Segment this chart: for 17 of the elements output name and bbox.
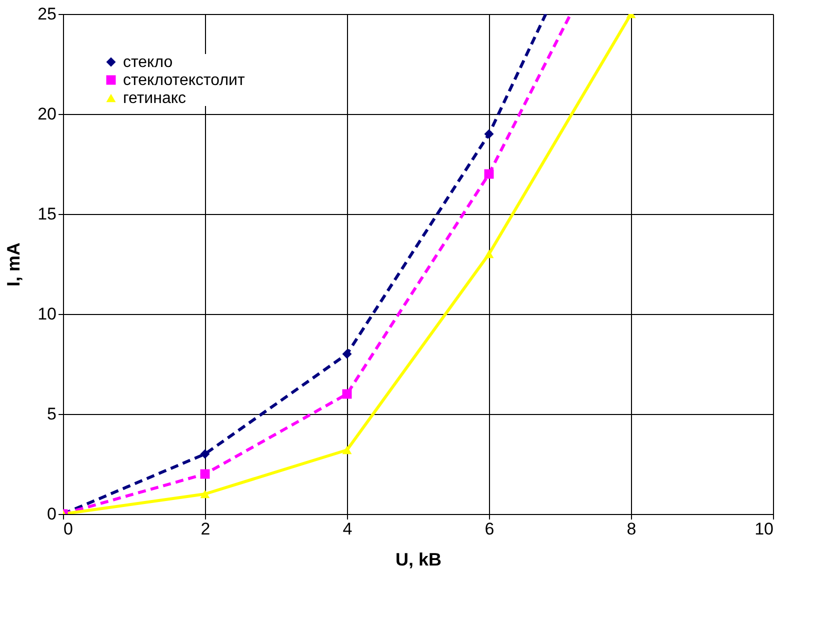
x-tick-label: 10	[754, 520, 774, 538]
y-tick-label: 25	[38, 4, 56, 24]
legend-label: стеклотекстолит	[123, 72, 246, 89]
x-axis-title: U, kB	[395, 550, 442, 570]
y-tick-label: 5	[47, 404, 56, 424]
y-tick-label: 15	[38, 204, 56, 224]
y-tick-label: 0	[47, 504, 56, 524]
x-tick-label: 4	[342, 520, 352, 538]
x-tick-label: 8	[626, 520, 636, 538]
legend-label: стекло	[123, 54, 173, 71]
x-tick-label: 6	[484, 520, 494, 538]
y-tick-label: 10	[38, 304, 56, 324]
x-tick-label: 0	[64, 520, 73, 538]
y-axis-title: I, mA	[4, 242, 24, 287]
legend-label: гетинакс	[123, 90, 186, 107]
y-tick-label: 20	[38, 104, 56, 124]
x-tick-label: 2	[200, 520, 210, 538]
